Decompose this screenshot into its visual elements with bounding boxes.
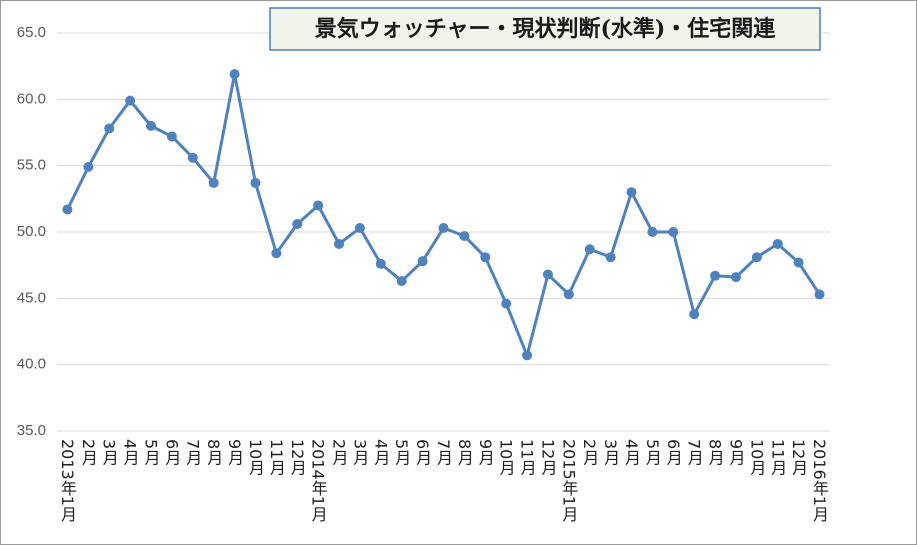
title-box <box>269 7 821 51</box>
data-point <box>501 298 512 309</box>
data-point <box>396 276 407 287</box>
data-point <box>354 223 365 234</box>
x-tick-label: 2月 <box>330 439 349 466</box>
data-point <box>689 309 700 320</box>
x-tick-label: 5月 <box>643 439 662 466</box>
data-point <box>208 177 219 188</box>
x-tick-label: 6月 <box>413 439 432 466</box>
data-point <box>62 204 73 215</box>
x-tick-label: 5月 <box>392 439 411 466</box>
data-point <box>542 269 553 280</box>
data-point <box>313 200 324 211</box>
x-tick-label: 3月 <box>601 439 620 466</box>
x-tick-label: 9月 <box>225 439 244 466</box>
x-tick-label: 2015年1月 <box>559 439 578 523</box>
x-tick-label: 10月 <box>246 439 265 476</box>
x-tick-label: 9月 <box>476 439 495 466</box>
data-point <box>772 238 783 249</box>
y-tick-label: 65.0 <box>17 24 46 41</box>
x-tick-label: 11月 <box>518 439 537 476</box>
chart-title: 景気ウォッチャー・現状判断(水準)・住宅関連 <box>315 16 777 42</box>
data-point <box>522 350 533 361</box>
data-point <box>668 227 679 237</box>
data-point <box>417 256 428 267</box>
x-tick-label: 4月 <box>371 439 390 466</box>
x-tick-label: 3月 <box>350 439 369 466</box>
x-tick-label: 9月 <box>726 439 745 466</box>
data-point <box>83 161 94 172</box>
data-point <box>271 248 282 259</box>
data-point <box>104 123 115 134</box>
x-tick-label: 6月 <box>162 439 181 466</box>
data-point <box>563 289 574 300</box>
x-tick-label: 4月 <box>121 439 140 466</box>
x-tick-label: 3月 <box>100 439 119 466</box>
x-tick-label: 7月 <box>434 439 453 466</box>
x-tick-label: 2013年1月 <box>58 439 77 523</box>
data-point <box>751 252 762 263</box>
data-point <box>793 257 804 268</box>
x-tick-label: 11月 <box>267 439 286 476</box>
x-tick-label: 10月 <box>497 439 516 476</box>
data-point <box>647 227 658 237</box>
data-point <box>292 219 303 230</box>
data-point <box>125 95 136 106</box>
data-point <box>459 230 470 241</box>
data-point <box>375 258 386 269</box>
x-tick-label: 2月 <box>580 439 599 466</box>
x-tick-label: 12月 <box>789 439 808 476</box>
x-tick-label: 11月 <box>768 439 787 476</box>
x-tick-label: 8月 <box>455 439 474 466</box>
data-point <box>187 152 198 163</box>
x-tick-label: 5月 <box>142 439 161 466</box>
data-point <box>480 252 491 263</box>
data-point <box>710 270 721 281</box>
x-tick-label: 12月 <box>538 439 557 476</box>
data-point <box>730 272 741 283</box>
y-tick-label: 45.0 <box>17 289 46 306</box>
x-tick-label: 8月 <box>706 439 725 466</box>
y-tick-label: 35.0 <box>17 422 46 439</box>
x-tick-label: 4月 <box>622 439 641 466</box>
data-point <box>334 238 345 249</box>
x-tick-label: 2014年1月 <box>309 439 328 523</box>
x-tick-label: 2月 <box>79 439 98 466</box>
x-tick-label: 7月 <box>685 439 704 466</box>
x-tick-label: 2016年1月 <box>810 439 829 523</box>
y-tick-label: 40.0 <box>17 356 46 373</box>
data-point <box>605 252 616 263</box>
y-tick-label: 55.0 <box>17 157 46 174</box>
x-tick-label: 10月 <box>747 439 766 476</box>
x-tick-label: 12月 <box>288 439 307 476</box>
data-point <box>229 69 240 80</box>
data-point <box>166 131 177 142</box>
x-tick-label: 6月 <box>664 439 683 466</box>
data-point <box>438 223 449 234</box>
x-tick-label: 8月 <box>204 439 223 466</box>
y-tick-label: 50.0 <box>17 223 46 240</box>
data-point <box>626 187 637 198</box>
x-tick-label: 7月 <box>183 439 202 466</box>
y-tick-label: 60.0 <box>17 90 46 107</box>
data-point <box>250 177 261 188</box>
data-point <box>146 120 157 131</box>
data-point <box>814 289 825 300</box>
data-point <box>584 244 595 255</box>
plot <box>62 69 825 361</box>
